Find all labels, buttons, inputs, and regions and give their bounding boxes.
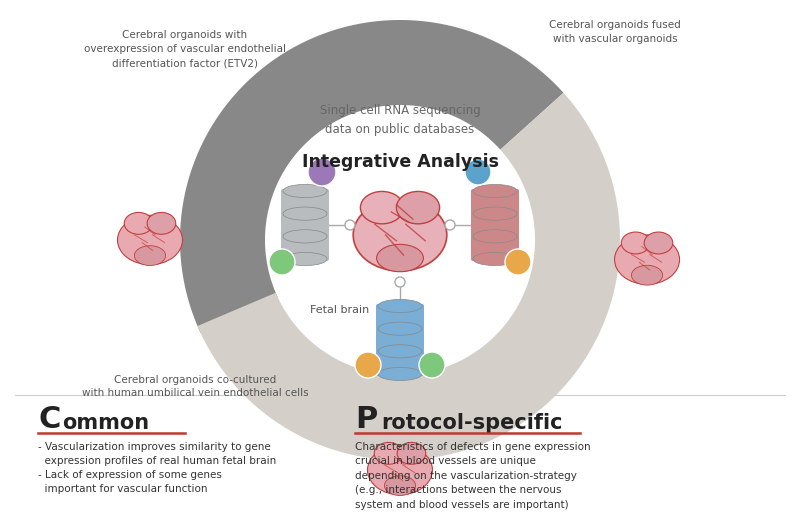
Text: rotocol-specific: rotocol-specific [381, 413, 562, 433]
Text: ommon: ommon [62, 413, 149, 433]
Ellipse shape [134, 246, 166, 266]
FancyBboxPatch shape [281, 189, 329, 261]
Ellipse shape [367, 445, 433, 494]
Circle shape [505, 249, 531, 275]
Ellipse shape [147, 213, 176, 234]
Ellipse shape [378, 344, 422, 358]
Ellipse shape [378, 299, 422, 313]
Ellipse shape [378, 367, 422, 381]
Ellipse shape [377, 244, 423, 272]
Text: with human umbilical vein endothelial cells: with human umbilical vein endothelial ce… [82, 388, 308, 398]
Polygon shape [234, 310, 298, 384]
Text: Cerebral organoids with
overexpression of vascular endothelial
differentiation f: Cerebral organoids with overexpression o… [84, 30, 286, 68]
Ellipse shape [397, 443, 426, 464]
Ellipse shape [473, 252, 517, 266]
Ellipse shape [473, 229, 517, 243]
Ellipse shape [124, 213, 153, 234]
Ellipse shape [384, 476, 416, 496]
Ellipse shape [397, 191, 440, 224]
Text: Integrative Analysis: Integrative Analysis [302, 153, 498, 171]
Ellipse shape [283, 229, 327, 243]
Ellipse shape [360, 191, 404, 224]
Text: - Vascularization improves similarity to gene: - Vascularization improves similarity to… [38, 442, 270, 452]
Ellipse shape [283, 207, 327, 220]
Ellipse shape [118, 215, 182, 264]
Ellipse shape [631, 266, 662, 285]
Ellipse shape [644, 232, 673, 254]
FancyBboxPatch shape [376, 304, 424, 376]
Circle shape [345, 220, 355, 230]
Circle shape [395, 277, 405, 287]
Ellipse shape [283, 184, 327, 198]
Text: C: C [38, 405, 60, 434]
FancyBboxPatch shape [471, 189, 519, 261]
Circle shape [355, 352, 381, 378]
Circle shape [445, 220, 455, 230]
Polygon shape [180, 20, 563, 333]
Text: Cerebral organoids co-cultured: Cerebral organoids co-cultured [114, 375, 276, 385]
Ellipse shape [374, 443, 403, 464]
Ellipse shape [283, 252, 327, 266]
Text: Characteristics of defects in gene expression
crucial in blood vessels are uniqu: Characteristics of defects in gene expre… [355, 442, 590, 510]
Text: important for vascular function: important for vascular function [38, 484, 207, 494]
Circle shape [268, 108, 532, 372]
Circle shape [465, 159, 491, 185]
Text: expression profiles of real human fetal brain: expression profiles of real human fetal … [38, 456, 276, 466]
Circle shape [419, 352, 445, 378]
Polygon shape [467, 49, 532, 123]
Ellipse shape [378, 322, 422, 335]
Ellipse shape [354, 199, 446, 271]
Ellipse shape [614, 235, 679, 284]
Text: - Lack of expression of some genes: - Lack of expression of some genes [38, 470, 222, 480]
Circle shape [308, 158, 336, 186]
Text: P: P [355, 405, 378, 434]
Circle shape [269, 249, 295, 275]
Text: Cerebral organoids fused
with vascular organoids: Cerebral organoids fused with vascular o… [549, 20, 681, 44]
Text: Fetal brain: Fetal brain [310, 305, 370, 315]
Ellipse shape [473, 184, 517, 198]
Text: Single cell RNA sequencing
data on public databases: Single cell RNA sequencing data on publi… [320, 104, 480, 136]
Ellipse shape [473, 207, 517, 220]
Polygon shape [198, 93, 620, 460]
Ellipse shape [622, 232, 650, 254]
